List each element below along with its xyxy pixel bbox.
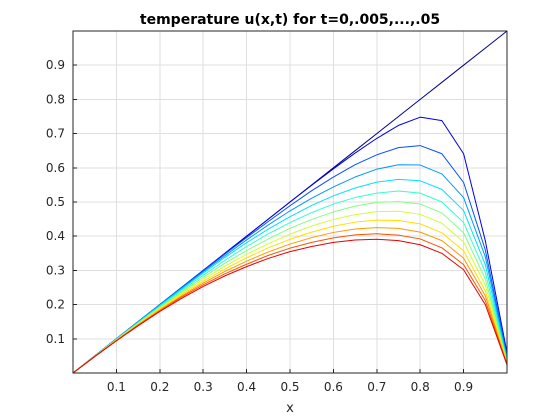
x-tick-labels: 0.1 0.2 0.3 0.4 0.5 0.6 0.7 0.8 0.9: [107, 380, 473, 394]
y-tick-label: 0.7: [46, 127, 65, 141]
x-tick-label: 0.6: [324, 380, 343, 394]
y-tick-label: 0.2: [46, 298, 65, 312]
series-line-10: [72, 233, 508, 374]
series-layer: [72, 30, 508, 374]
y-tick-label: 0.6: [46, 161, 65, 175]
series-line-3: [72, 164, 508, 374]
chart-title: temperature u(x,t) for t=0,.005,...,.05: [140, 12, 440, 28]
x-tick-label: 0.2: [150, 380, 169, 394]
x-tick-label: 0.8: [411, 380, 430, 394]
y-tick-label: 0.5: [46, 195, 65, 209]
series-line-7: [72, 210, 508, 374]
x-tick-label: 0.1: [107, 380, 126, 394]
y-tick-label: 0.9: [46, 58, 65, 72]
x-tick-label: 0.4: [237, 380, 256, 394]
x-tick-label: 0.5: [280, 380, 299, 394]
x-tick-label: 0.9: [454, 380, 473, 394]
x-axis-label: x: [286, 401, 294, 416]
y-tick-label: 0.3: [46, 263, 65, 277]
y-tick-label: 0.8: [46, 92, 65, 106]
series-line-6: [72, 201, 508, 374]
y-tick-label: 0.1: [46, 332, 65, 346]
plot-frame: [72, 30, 508, 374]
x-tick-label: 0.3: [194, 380, 213, 394]
x-tick-label: 0.7: [367, 380, 386, 394]
series-line-11: [72, 238, 508, 374]
y-tick-labels: 0.1 0.2 0.3 0.4 0.5 0.6 0.7 0.8 0.9: [46, 58, 65, 346]
y-tick-label: 0.4: [46, 229, 65, 243]
axes-layer: [72, 30, 508, 374]
